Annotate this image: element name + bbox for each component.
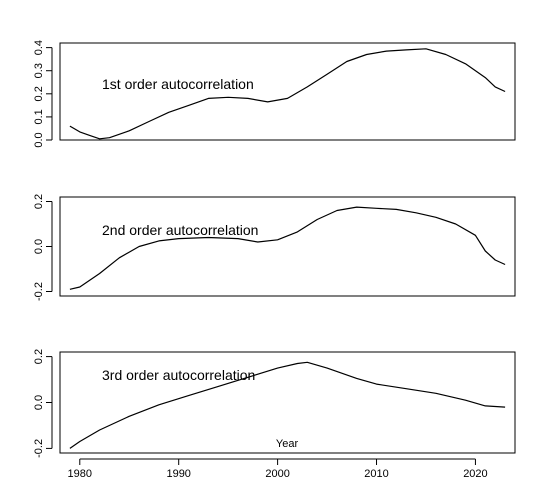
series-line (69, 361, 506, 449)
series-line (69, 48, 506, 140)
y-tick-label: 0.0 (33, 239, 45, 254)
panel-title: 2nd order autocorrelation (102, 222, 258, 238)
x-tick-label: 2020 (463, 468, 487, 480)
y-tick-label: 0.0 (33, 395, 45, 410)
y-axis: -0.2 0.0 0.2 (33, 349, 53, 458)
y-tick-label: 0.4 (33, 40, 45, 55)
x-tick-label: 2010 (364, 468, 388, 480)
panel-1st-order: 0.0 0.1 0.2 0.3 0.4 1st order autocorrelation (33, 40, 516, 148)
panel-3rd-order: -0.2 0.0 0.2 1980 1990 2000 2010 2020 3rd order … (33, 349, 516, 480)
panel-title: 1st order autocorrelation (102, 76, 254, 92)
x-tick-label: 2000 (265, 468, 289, 480)
x-axis-title: Year (276, 438, 299, 450)
plot-frame (59, 196, 516, 297)
y-tick-label: 0.1 (33, 109, 45, 124)
x-axis: 1980 1990 2000 2010 2020 (68, 458, 488, 480)
y-tick-label: -0.2 (33, 439, 45, 458)
y-tick-label: 0.2 (33, 86, 45, 101)
panel-title: 3rd order autocorrelation (102, 367, 255, 383)
x-tick-label: 1980 (68, 468, 92, 480)
y-axis: -0.2 0.0 0.2 (33, 194, 53, 301)
plot-frame (59, 42, 516, 141)
plot-frame (59, 351, 516, 454)
y-tick-label: 0.3 (33, 63, 45, 78)
x-tick-label: 1990 (166, 468, 190, 480)
panel-2nd-order: -0.2 0.0 0.2 2nd order autocorrelation (33, 194, 516, 301)
y-tick-label: -0.2 (33, 282, 45, 301)
series-line (69, 206, 506, 290)
y-tick-label: 0.0 (33, 132, 45, 147)
y-tick-label: 0.2 (33, 194, 45, 209)
y-tick-label: 0.2 (33, 349, 45, 364)
y-axis: 0.0 0.1 0.2 0.3 0.4 (33, 40, 53, 148)
